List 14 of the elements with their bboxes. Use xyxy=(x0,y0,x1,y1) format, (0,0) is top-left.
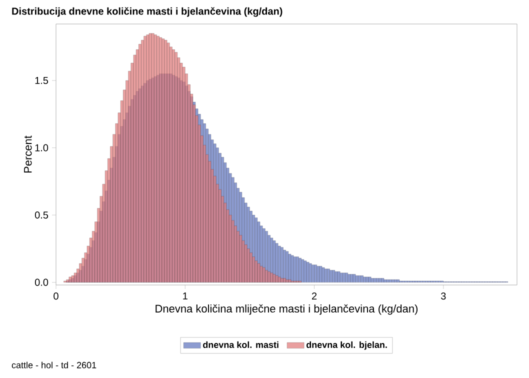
x-tick-label: 2 xyxy=(312,292,317,300)
legend-label: dnevna kol. masti xyxy=(203,341,278,348)
legend-label: dnevna kol. bjelan. xyxy=(306,341,387,350)
y-tick-label: 1.0 xyxy=(35,144,48,152)
x-tick-label: 3 xyxy=(440,292,446,300)
chart-title: Distribucija dnevne količine masti i bjelančevina (kg/dan) xyxy=(12,7,282,17)
x-tick-label: 0 xyxy=(54,292,58,300)
y-axis-title: Percent xyxy=(24,136,32,173)
y-tick-label: 0.5 xyxy=(34,212,48,219)
x-axis-title: Dnevna količina mliječne masti i bjelančevina (kg/dan) xyxy=(156,304,418,315)
y-tick-label: 0.0 xyxy=(34,278,48,286)
x-tick-label: 1 xyxy=(183,292,188,300)
text: cattle - hol - td - 2601 xyxy=(12,362,96,368)
y-tick-label: 1.5 xyxy=(35,77,48,84)
